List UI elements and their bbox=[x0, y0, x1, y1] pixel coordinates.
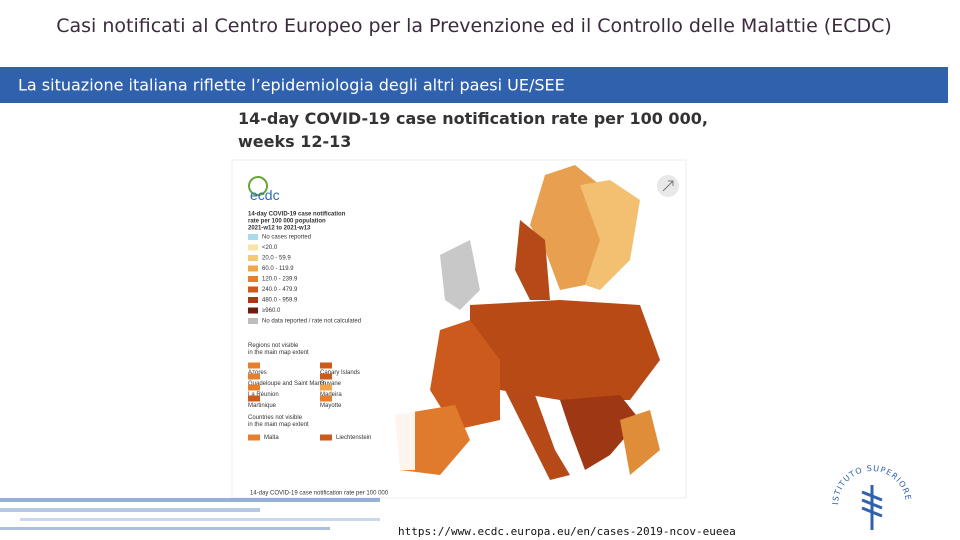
legend-label: 60.0 - 119.9 bbox=[262, 266, 294, 272]
logo-text: ecdc bbox=[250, 187, 280, 203]
region-swatch bbox=[320, 395, 332, 402]
map-caption: 14-day COVID-19 case notification rate p… bbox=[250, 491, 389, 497]
region-label: Azores bbox=[248, 370, 267, 376]
legend-label: 120.0 - 239.9 bbox=[262, 277, 298, 283]
region-label: La Réunion bbox=[248, 392, 279, 398]
legend-swatch bbox=[248, 307, 258, 314]
regions-title: in the main map extent bbox=[248, 350, 309, 356]
region-label: Mayotte bbox=[320, 403, 342, 409]
map-title: weeks 12-13 bbox=[238, 132, 351, 151]
region-swatch bbox=[320, 373, 332, 380]
countries-title: Countries not visible bbox=[248, 415, 303, 421]
legend-title: rate per 100 000 population bbox=[248, 219, 326, 225]
region-label: Guyane bbox=[320, 381, 342, 387]
region-label: Guadeloupe and Saint Martin bbox=[248, 381, 326, 387]
ecdc-logo: ecdc bbox=[248, 176, 280, 203]
region-swatch bbox=[320, 384, 332, 391]
legend-label: No cases reported bbox=[262, 235, 311, 241]
legend-label: 480.0 - 959.9 bbox=[262, 298, 298, 304]
legend-label: ≥960.0 bbox=[262, 308, 281, 314]
legend-swatch bbox=[248, 318, 258, 324]
footer-decoration bbox=[0, 498, 380, 530]
region-label: Martinique bbox=[248, 403, 277, 409]
legend-swatch bbox=[248, 234, 258, 240]
region-swatch bbox=[248, 362, 260, 369]
countries-title: in the main map extent bbox=[248, 422, 309, 428]
legend-label: <20.0 bbox=[262, 245, 278, 251]
region-swatch bbox=[320, 362, 332, 369]
map-image bbox=[231, 159, 687, 499]
legend-swatch bbox=[248, 265, 258, 272]
legend-title: 2021-w12 to 2021-w13 bbox=[248, 226, 311, 232]
country-label: Liechtenstein bbox=[336, 435, 371, 441]
source-url: https://www.ecdc.europa.eu/en/cases-2019… bbox=[398, 525, 736, 538]
legend-swatch bbox=[248, 276, 258, 282]
region-swatch bbox=[248, 373, 260, 380]
legend-label: 20.0 - 59.9 bbox=[262, 256, 291, 262]
legend-title: 14-day COVID-19 case notification bbox=[248, 212, 346, 218]
country-label: Malta bbox=[264, 435, 279, 441]
legend-swatch bbox=[248, 255, 258, 261]
banner-subtitle: La situazione italiana riflette l’epidem… bbox=[18, 76, 565, 95]
country-swatch bbox=[320, 434, 332, 441]
slide-title: Casi notificati al Centro Europeo per la… bbox=[56, 15, 892, 37]
region-swatch bbox=[248, 395, 260, 402]
regions-title: Regions not visible bbox=[248, 343, 299, 349]
banner bbox=[0, 67, 948, 103]
map-title: 14-day COVID-19 case notification rate p… bbox=[238, 109, 708, 128]
legend-swatch bbox=[248, 286, 258, 293]
region-label: Canary Islands bbox=[320, 370, 360, 376]
legend-label: No data reported / rate not calculated bbox=[262, 319, 361, 325]
legend-label: 240.0 - 479.9 bbox=[262, 287, 298, 293]
country-swatch bbox=[248, 434, 260, 441]
region-swatch bbox=[248, 384, 260, 391]
region-label: Madeira bbox=[320, 392, 342, 398]
legend-swatch bbox=[248, 244, 258, 251]
legend-swatch bbox=[248, 297, 258, 303]
